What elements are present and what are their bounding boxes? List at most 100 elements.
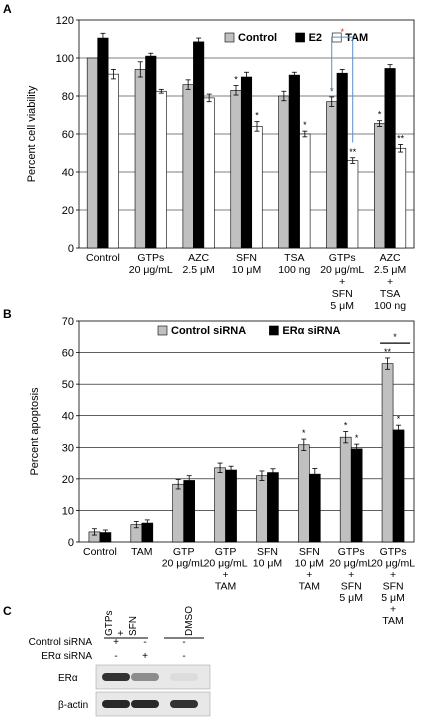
band-label: β-actin <box>58 700 88 711</box>
category-label-3: + <box>222 569 228 581</box>
significance-marker: ** <box>384 347 392 357</box>
category-label-6: 5 μM <box>339 592 363 604</box>
category-label-2: AZC <box>188 252 209 264</box>
bar-e2-0 <box>97 37 109 249</box>
bar-control-sirna-5 <box>298 444 310 543</box>
blot-band <box>170 673 198 681</box>
category-label-7: + <box>390 604 396 616</box>
bar-erα-sirna-2 <box>183 480 195 543</box>
lane-label: SFN <box>128 616 139 636</box>
legend-entry: Control <box>238 32 277 44</box>
legend-entry: TAM <box>345 32 368 44</box>
bar-control-5 <box>326 101 338 249</box>
category-label-7: 20 μg/mL <box>371 558 415 570</box>
category-label-5: + <box>306 569 312 581</box>
significance-bracket <box>331 36 354 143</box>
category-label-6: + <box>387 276 393 288</box>
bar-erα-sirna-5 <box>309 473 321 543</box>
category-label-5: + <box>339 276 345 288</box>
bar-e2-5 <box>336 72 348 249</box>
bracket-marker: * <box>393 332 397 342</box>
category-label-3: SFN <box>236 252 257 264</box>
category-label-6: + <box>348 569 354 581</box>
y-tick-label: 120 <box>56 15 74 27</box>
category-label-6: TSA <box>380 288 400 300</box>
bar-e2-3 <box>240 76 253 249</box>
bar-control-1 <box>134 69 146 249</box>
category-label-5: SFN <box>299 546 320 558</box>
bar-control-sirna-3 <box>214 467 226 543</box>
category-label-3: 10 μM <box>232 264 261 276</box>
y-tick-label: 20 <box>62 205 74 217</box>
significance-marker: * <box>302 428 306 438</box>
significance-marker: * <box>355 433 359 443</box>
category-label-6: 20 μg/mL <box>329 558 373 570</box>
bar-erα-sirna-7 <box>392 429 405 543</box>
y-tick-label: 40 <box>62 411 74 423</box>
category-label-5: GTPs <box>329 252 356 264</box>
bar-control-4 <box>278 95 290 249</box>
y-tick-label: 70 <box>62 316 74 328</box>
y-tick-label: 100 <box>56 53 74 65</box>
blot-band <box>131 673 159 681</box>
bar-e2-4 <box>288 74 300 249</box>
y-tick-label: 30 <box>62 442 74 454</box>
legend-swatch <box>269 325 279 336</box>
lane-label: DMSO <box>184 606 195 636</box>
panel-b-label: B <box>3 307 12 321</box>
y-tick-label: 40 <box>62 167 74 179</box>
blot-band <box>170 700 198 708</box>
legend-swatch <box>224 32 235 43</box>
blot-band <box>102 700 130 708</box>
y-tick-label: 60 <box>62 129 74 141</box>
category-label-7: 5 μM <box>381 592 405 604</box>
panel-a-label: A <box>3 2 12 16</box>
category-label-5: 20 μg/mL <box>320 264 364 276</box>
category-label-2: 2.5 μM <box>182 264 214 276</box>
category-label-3: 20 μg/mL <box>204 558 248 570</box>
y-tick-label: 80 <box>62 91 74 103</box>
bar-e2-6 <box>384 68 396 249</box>
panel-c-label: C <box>3 604 12 618</box>
bar-tam-3 <box>251 126 263 249</box>
bar-erα-sirna-4 <box>267 472 279 543</box>
category-label-2: 20 μg/mL <box>162 558 206 570</box>
bar-control-2 <box>182 84 194 249</box>
significance-marker: * <box>344 421 348 431</box>
category-label-6: 2.5 μM <box>374 264 406 276</box>
y-tick-label: 10 <box>62 505 74 517</box>
bar-e2-2 <box>193 41 205 249</box>
category-label-7: GTPs <box>380 546 407 558</box>
bar-e2-1 <box>145 55 157 249</box>
bar-control-0 <box>86 57 98 249</box>
blot-row-mark: + <box>142 651 148 662</box>
legend: Control siRNA ERα siRNA <box>157 325 341 337</box>
blot-row-mark: - <box>182 637 185 648</box>
category-label-7: TAM <box>382 615 403 627</box>
bar-control-sirna-2 <box>172 483 184 543</box>
bar-erα-sirna-3 <box>225 469 237 543</box>
legend-entry: ERα siRNA <box>282 325 340 337</box>
category-label-6: GTPs <box>338 546 365 558</box>
y-tick-label: 50 <box>62 379 74 391</box>
category-label-0: Control <box>83 546 117 558</box>
bar-tam-5 <box>347 160 359 249</box>
bar-control-sirna-7 <box>381 363 394 543</box>
bar-tam-2 <box>203 97 215 249</box>
bar-control-sirna-4 <box>256 475 268 543</box>
blot-band <box>131 700 159 708</box>
plot-frame <box>78 320 415 543</box>
legend-entry: E2 <box>309 32 322 44</box>
category-label-5: 5 μM <box>330 300 354 312</box>
bar-tam-0 <box>107 73 119 249</box>
significance-marker: * <box>255 111 259 121</box>
lane-label: + <box>116 630 127 636</box>
y-tick-label: 20 <box>62 474 74 486</box>
significance-marker: ** <box>349 147 357 157</box>
category-label-7: + <box>390 569 396 581</box>
legend-entry: Control siRNA <box>171 325 246 337</box>
category-label-0: Control <box>86 252 120 264</box>
